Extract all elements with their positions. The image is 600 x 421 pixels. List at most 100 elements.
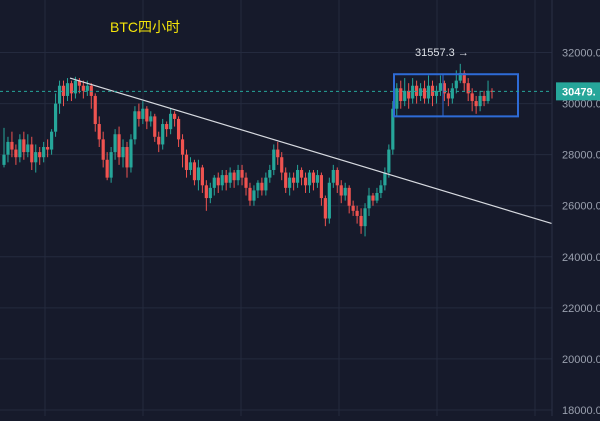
candle-body bbox=[53, 103, 58, 132]
candle-body bbox=[38, 152, 42, 158]
candle-body bbox=[153, 116, 157, 137]
candle-body bbox=[204, 185, 208, 199]
candle-body bbox=[292, 177, 296, 183]
candle-body bbox=[236, 169, 240, 181]
candle-body bbox=[105, 159, 109, 178]
candle-body bbox=[315, 175, 320, 183]
candle-body bbox=[276, 149, 280, 158]
candle-body bbox=[426, 85, 431, 99]
candle-body bbox=[319, 175, 323, 199]
candle-body bbox=[415, 85, 419, 96]
consolidation-box bbox=[393, 73, 519, 118]
candle-body bbox=[375, 192, 379, 201]
candle-body bbox=[363, 208, 367, 227]
current-price-label: 30479. bbox=[562, 86, 596, 98]
candle-body bbox=[323, 198, 327, 219]
candle-body bbox=[228, 172, 232, 183]
candle-body bbox=[486, 90, 490, 102]
candle-body bbox=[149, 116, 153, 122]
candle-body bbox=[367, 195, 371, 209]
candle-body bbox=[6, 141, 10, 155]
candle-body bbox=[188, 162, 193, 170]
candle-body bbox=[355, 210, 359, 216]
candle-body bbox=[470, 93, 474, 102]
candle-body bbox=[200, 167, 204, 186]
candle-body bbox=[295, 169, 300, 183]
candle-body bbox=[81, 85, 85, 91]
candle-body bbox=[280, 157, 284, 173]
candle-body bbox=[331, 169, 335, 183]
candle-body bbox=[418, 88, 423, 96]
candle-body bbox=[208, 187, 212, 199]
candle-body bbox=[137, 111, 141, 119]
candle-body bbox=[347, 187, 351, 206]
axis-background bbox=[552, 0, 600, 416]
candle-body bbox=[387, 149, 391, 173]
candle-body bbox=[73, 80, 78, 94]
y-tick-label: 24000.0 bbox=[562, 252, 600, 264]
candles bbox=[2, 63, 494, 237]
candle-body bbox=[462, 72, 466, 84]
candle-body bbox=[232, 172, 236, 181]
candle-body bbox=[212, 177, 216, 188]
candle-body bbox=[371, 195, 375, 201]
candle-body bbox=[161, 124, 165, 145]
candle-body bbox=[240, 169, 244, 178]
candle-body bbox=[351, 205, 355, 211]
candle-body bbox=[57, 85, 62, 104]
candle-body bbox=[165, 124, 169, 130]
candle-body bbox=[2, 154, 6, 165]
candle-body bbox=[192, 162, 197, 181]
candle-body bbox=[454, 80, 458, 89]
chart-title: BTC四小时 bbox=[110, 19, 180, 35]
candle-body bbox=[403, 90, 407, 102]
candle-body bbox=[434, 90, 439, 96]
candle-body bbox=[482, 95, 486, 102]
candle-body bbox=[173, 113, 177, 119]
candle-body bbox=[450, 88, 454, 99]
candle-body bbox=[288, 177, 292, 188]
candle-body bbox=[22, 139, 26, 153]
candle-body bbox=[335, 169, 339, 186]
y-tick-label: 26000.0 bbox=[562, 201, 600, 213]
candle-body bbox=[383, 172, 387, 186]
candle-body bbox=[30, 144, 34, 163]
candle-body bbox=[268, 169, 272, 178]
grid bbox=[0, 0, 552, 416]
candle-body bbox=[327, 182, 331, 219]
candle-body bbox=[196, 167, 201, 181]
candle-body bbox=[422, 88, 427, 99]
candle-body bbox=[184, 154, 189, 170]
candle-body bbox=[46, 147, 50, 150]
current-price-tag bbox=[556, 82, 600, 101]
candle-body bbox=[133, 111, 137, 140]
y-tick-label: 28000.0 bbox=[562, 150, 600, 162]
candle-body bbox=[303, 177, 308, 186]
candle-body bbox=[176, 118, 181, 140]
candle-body bbox=[474, 101, 478, 107]
candle-body bbox=[216, 177, 220, 186]
candle-body bbox=[264, 177, 268, 191]
candle-body bbox=[117, 134, 121, 158]
candle-body bbox=[169, 113, 173, 130]
price-axis: 18000.0 20000.0 22000.0 24000.0 26000.0 28000… bbox=[551, 0, 600, 417]
y-tick-label: 22000.0 bbox=[562, 303, 600, 315]
candle-body bbox=[399, 88, 403, 102]
candle-body bbox=[85, 85, 89, 91]
candle-body bbox=[256, 182, 260, 191]
candle-body bbox=[89, 85, 93, 96]
candle-body bbox=[411, 85, 415, 99]
candle-body bbox=[248, 187, 252, 201]
candle-body bbox=[129, 139, 133, 168]
candle-body bbox=[359, 215, 363, 227]
candle-body bbox=[18, 139, 22, 158]
y-tick-label: 32000.0 bbox=[562, 48, 600, 60]
candle-body bbox=[10, 141, 14, 150]
candle-body bbox=[61, 85, 66, 96]
trendline bbox=[69, 77, 553, 225]
candle-body bbox=[284, 172, 288, 188]
candle-body bbox=[466, 83, 470, 94]
candle-body bbox=[26, 144, 30, 153]
